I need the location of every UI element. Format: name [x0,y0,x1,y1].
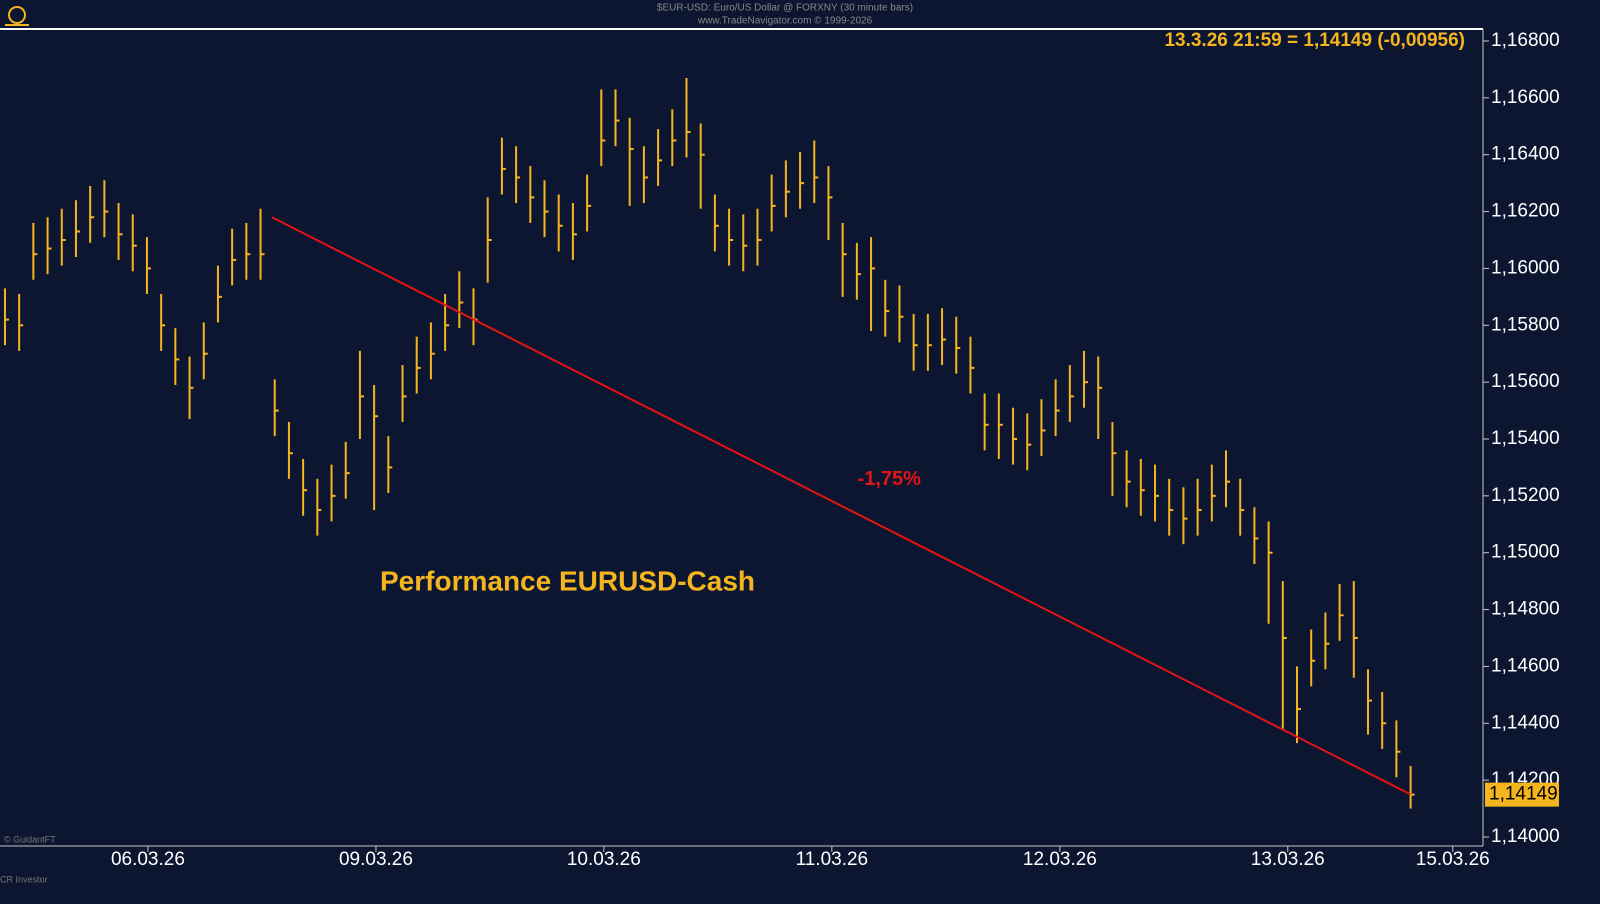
x-tick-label: 10.03.26 [567,849,641,870]
y-tick-label: 1,14600 [1491,655,1560,676]
x-tick-label: 06.03.26 [111,849,185,870]
y-tick-label: 1,15600 [1491,371,1560,392]
y-tick-label: 1,15000 [1491,542,1560,563]
x-tick-label: 15.03.26 [1416,849,1490,870]
y-tick-label: 1,16400 [1491,144,1560,165]
price-info: 13.3.26 21:59 = 1,14149 (-0,00956) [1164,30,1465,51]
y-tick-label: 1,16200 [1491,201,1560,222]
y-tick-label: 1,14400 [1491,712,1560,733]
last-price-box [1485,782,1559,807]
trendline [271,216,1412,796]
copyright: © GuidantFT [4,834,56,844]
y-tick-label: 1,16600 [1491,87,1560,108]
footer: CR Investor [0,874,48,884]
y-tick-label: 1,15400 [1491,428,1560,449]
x-tick-label: 12.03.26 [1023,849,1097,870]
y-tick-label: 1,15200 [1491,485,1560,506]
chart-title: $EUR-USD: Euro/US Dollar @ FORXNY (30 mi… [657,3,913,14]
y-tick-label: 1,14800 [1491,599,1560,620]
logo [5,6,29,26]
trendline-label: -1,75% [858,468,922,490]
y-tick-label: 1,14000 [1491,826,1560,847]
x-tick-label: 11.03.26 [796,849,869,870]
annotation: Performance EURUSD-Cash [380,565,755,596]
y-tick-label: 1,16000 [1491,257,1560,278]
x-tick-label: 13.03.26 [1251,849,1325,870]
x-tick-label: 09.03.26 [339,849,413,870]
y-tick-label: 1,16800 [1491,30,1560,51]
y-tick-label: 1,15800 [1491,314,1560,335]
last-price-label: 1,14149 [1489,784,1558,805]
chart-subtitle: www.TradeNavigator.com © 1999-2026 [697,16,873,27]
